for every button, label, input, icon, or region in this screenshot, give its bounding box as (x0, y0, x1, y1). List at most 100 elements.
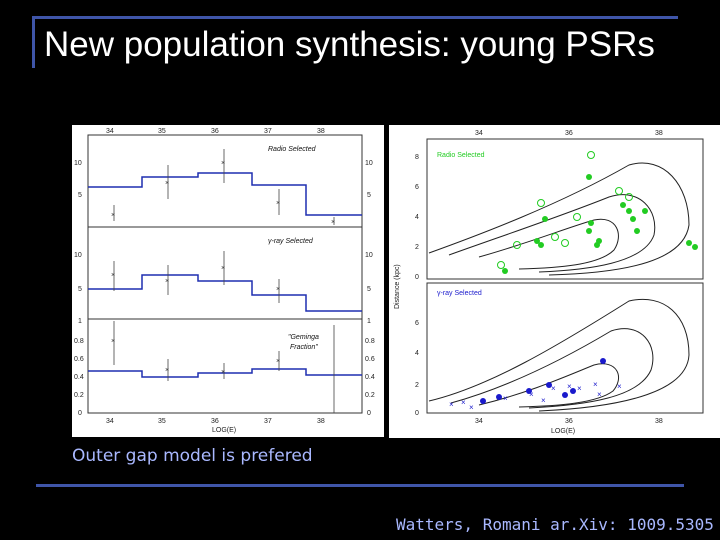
x-tick-bottom: 38 (655, 418, 663, 425)
radio-contours (428, 162, 690, 276)
x-tick-bottom: 37 (264, 418, 272, 425)
contour-line (428, 299, 690, 412)
footer-rule (36, 484, 684, 487)
gamma-filled-point (480, 398, 486, 404)
gamma-filled-point (546, 382, 552, 388)
y-tick-right: 10 (365, 252, 373, 259)
gamma-filled-point (526, 388, 532, 394)
slide-title: New population synthesis: young PSRs (44, 25, 655, 64)
radio-filled-point (626, 208, 632, 214)
data-point-marker: × (331, 219, 335, 226)
panel-label-radio: Radio Selected (437, 152, 485, 159)
y-tick: 2 (415, 382, 419, 389)
radio-filled-point (630, 216, 636, 222)
gamma-points: × × × × × × × × × × × × (449, 358, 622, 412)
gamma-cross-point: × (567, 382, 572, 391)
data-point-marker: × (276, 286, 280, 293)
gamma-cross-point: × (541, 396, 546, 405)
gamma-cross-point: × (461, 398, 466, 407)
radio-filled-point (538, 242, 544, 248)
radio-model-histogram (88, 172, 362, 216)
y-tick: 5 (78, 192, 82, 199)
x-tick-top: 35 (158, 128, 166, 135)
gamma-cross-point: × (577, 384, 582, 393)
radio-filled-point (686, 240, 692, 246)
title-rule-vertical (32, 16, 35, 68)
y-tick: 0 (415, 410, 419, 417)
y-tick: 2 (415, 244, 419, 251)
radio-open-point (573, 213, 581, 221)
y-tick: 10 (74, 252, 82, 259)
y-tick-right: 5 (367, 192, 371, 199)
y-tick: 0.2 (74, 392, 84, 399)
radio-points (497, 151, 698, 274)
panel-label-gamma: γ-ray Selected (437, 290, 482, 297)
radio-open-point (513, 241, 521, 249)
title-rule-horizontal (32, 16, 678, 19)
y-tick-right: 0 (367, 410, 371, 417)
gamma-cross-point: × (469, 403, 474, 412)
panel-label-geminga-1: "Geminga (288, 334, 319, 341)
y-tick: 0 (78, 410, 82, 417)
gamma-panel-frame (87, 226, 363, 320)
scatter-figure: Distance (kpc) 34 36 38 8 6 4 2 0 6 4 2 … (389, 125, 720, 438)
radio-filled-point (586, 228, 592, 234)
radio-open-point (537, 199, 545, 207)
data-point-marker: × (111, 212, 115, 219)
gamma-data-points: × × × × (111, 251, 280, 303)
radio-open-point (497, 261, 505, 269)
y-tick: 0.8 (74, 338, 84, 345)
panel-label-radio: Radio Selected (268, 146, 317, 153)
data-point-marker: × (276, 358, 280, 365)
y-tick: 0.6 (74, 356, 84, 363)
y-tick-right: 5 (367, 286, 371, 293)
y-tick: 0.4 (74, 374, 84, 381)
panel-label-gamma: γ-ray Selected (268, 238, 314, 245)
y-tick: 8 (415, 154, 419, 161)
y-tick: 6 (415, 184, 419, 191)
radio-filled-point (642, 208, 648, 214)
x-tick-bottom: 35 (158, 418, 166, 425)
radio-data-points: × × × × × (111, 149, 335, 226)
x-tick-top: 38 (655, 130, 663, 137)
y-tick: 5 (78, 286, 82, 293)
x-tick-top: 37 (264, 128, 272, 135)
y-tick-right: 1 (367, 318, 371, 325)
gamma-cross-point: × (593, 380, 598, 389)
x-tick-bottom: 34 (106, 418, 114, 425)
y-tick-right: 0.4 (365, 374, 375, 381)
radio-filled-point (594, 242, 600, 248)
x-tick-top: 38 (317, 128, 325, 135)
radio-open-point (561, 239, 569, 247)
y-tick: 0 (415, 274, 419, 281)
radio-panel-frame (87, 134, 363, 228)
citation-credit: Watters, Romani ar.Xiv: 1009.5305 (396, 515, 714, 534)
radio-filled-point (502, 268, 508, 274)
x-tick-bottom: 36 (565, 418, 573, 425)
x-tick-bottom: 38 (317, 418, 325, 425)
y-tick-right: 0.8 (365, 338, 375, 345)
scatter-figure-svg: Distance (kpc) 34 36 38 8 6 4 2 0 6 4 2 … (394, 130, 704, 435)
radio-filled-point (620, 202, 626, 208)
contour-line (428, 162, 690, 276)
gamma-cross-point: × (551, 384, 556, 393)
x-axis-label: LOG(E) (212, 427, 236, 434)
x-tick-bottom: 34 (475, 418, 483, 425)
radio-open-point (551, 233, 559, 241)
geminga-panel-frame (87, 318, 363, 414)
radio-filled-point (692, 244, 698, 250)
gamma-cross-point: × (449, 400, 454, 409)
data-point-marker: × (111, 338, 115, 345)
gamma-filled-point (562, 392, 568, 398)
radio-filled-point (534, 238, 540, 244)
data-point-marker: × (165, 278, 169, 285)
geminga-model-histogram (88, 368, 362, 378)
panel-label-geminga-2: Fraction" (290, 344, 318, 351)
data-point-marker: × (221, 369, 225, 376)
contour-line (450, 328, 654, 409)
y-tick: 4 (415, 214, 419, 221)
data-point-marker: × (221, 160, 225, 167)
y-tick: 1 (78, 318, 82, 325)
x-tick-top: 34 (106, 128, 114, 135)
y-tick: 4 (415, 350, 419, 357)
